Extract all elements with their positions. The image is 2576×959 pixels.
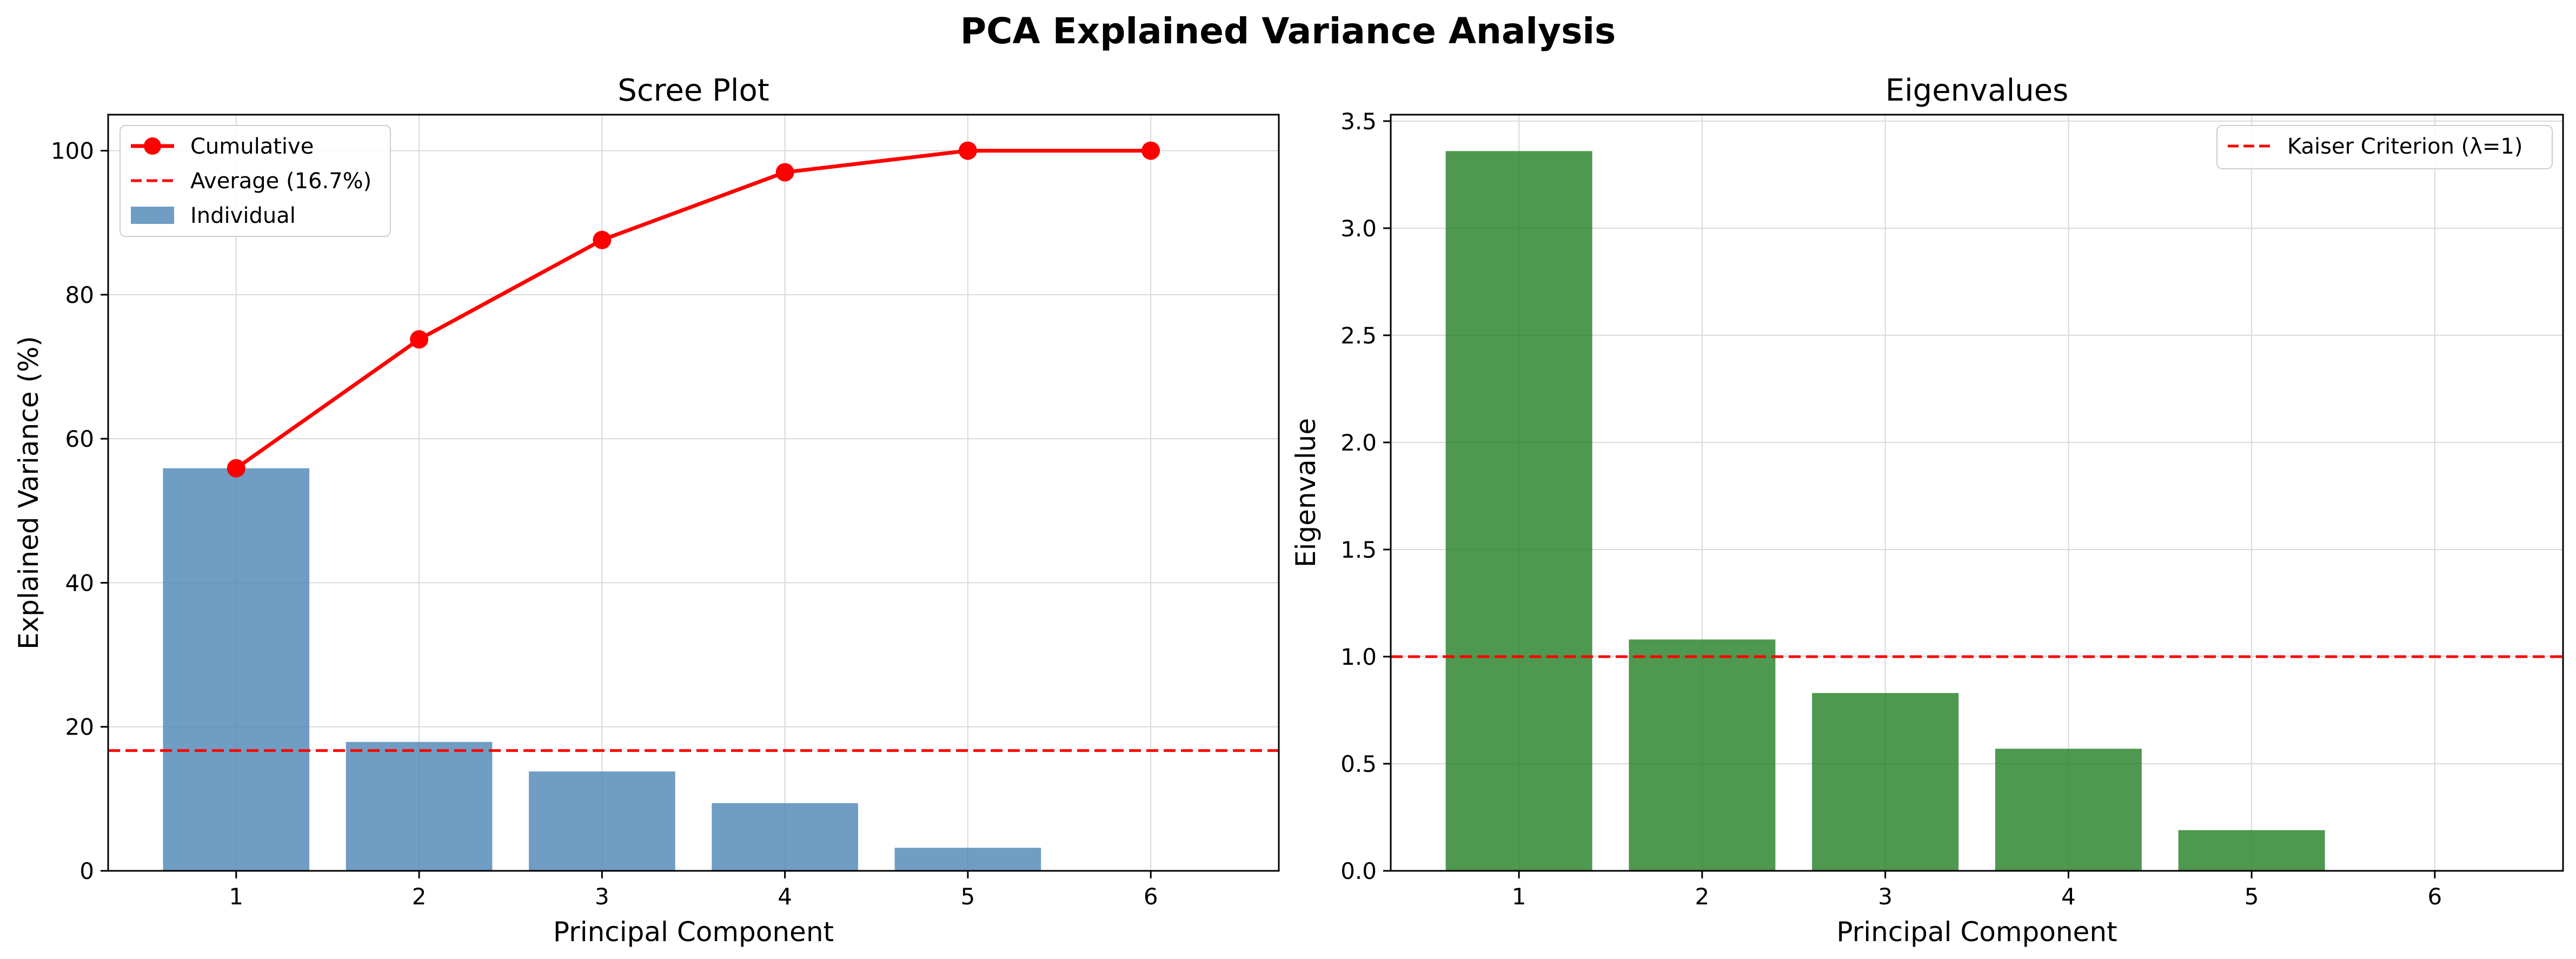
bar bbox=[712, 803, 858, 871]
x-tick-label: 5 bbox=[2245, 883, 2259, 910]
plot-title: Scree Plot bbox=[618, 73, 769, 108]
legend-label: Average (16.7%) bbox=[190, 169, 371, 194]
cumulative-line bbox=[235, 149, 1151, 470]
bar bbox=[1445, 151, 1592, 871]
y-tick-label: 0.0 bbox=[1340, 858, 1377, 884]
bar bbox=[163, 468, 310, 871]
x-tick-label: 3 bbox=[1878, 883, 1893, 910]
legend-box bbox=[2216, 125, 2553, 169]
y-tick-label: 1.5 bbox=[1340, 537, 1377, 563]
x-axis-label: Principal Component bbox=[553, 916, 834, 948]
cumulative-point bbox=[227, 459, 245, 478]
cumulative-point bbox=[958, 141, 977, 160]
legend: Kaiser Criterion (λ=1) bbox=[2216, 125, 2553, 169]
legend-label: Kaiser Criterion (λ=1) bbox=[2287, 134, 2523, 159]
x-tick-label: 1 bbox=[1512, 883, 1526, 910]
axes-frame bbox=[107, 114, 1280, 872]
y-tick-label: 40 bbox=[65, 570, 94, 596]
cumulative-point bbox=[775, 163, 794, 182]
y-tick-label: 2.5 bbox=[1340, 322, 1377, 349]
y-axis-label: Explained Variance (%) bbox=[13, 336, 44, 650]
bar bbox=[1812, 693, 1959, 871]
y-tick-label: 3.5 bbox=[1340, 108, 1377, 135]
x-tick-label: 2 bbox=[412, 883, 427, 910]
cumulative-point bbox=[593, 230, 612, 249]
eigenvalues-panel: 1 2 3 4 5 6 0.0 0.5 1.0 1.5 2.0 2.5 3.0 3.5 Eigenvalue… bbox=[1290, 73, 2564, 948]
y-tick-label: 100 bbox=[51, 138, 94, 164]
bar bbox=[1629, 639, 1776, 871]
x-axis-label: Principal Component bbox=[1836, 916, 2117, 948]
cumulative-point bbox=[410, 330, 429, 349]
x-tick-label: 3 bbox=[595, 883, 609, 910]
bar bbox=[894, 848, 1041, 871]
bar bbox=[2178, 830, 2325, 871]
legend-box bbox=[119, 125, 391, 237]
legend-label: Cumulative bbox=[190, 134, 314, 159]
legend: Cumulative Average (16.7%) Individual bbox=[119, 125, 391, 237]
x-tick-label: 4 bbox=[2061, 883, 2076, 910]
plot-title: Eigenvalues bbox=[1885, 73, 2069, 108]
y-tick-label: 3.0 bbox=[1340, 215, 1377, 242]
bar bbox=[1995, 749, 2142, 871]
y-tick-label: 20 bbox=[65, 714, 94, 740]
axes-frame bbox=[1390, 114, 2564, 872]
cumulative-point bbox=[1141, 141, 1160, 160]
y-tick-label: 1.0 bbox=[1340, 644, 1377, 670]
y-tick-label: 80 bbox=[65, 282, 94, 308]
y-tick-label: 60 bbox=[65, 426, 94, 452]
x-tick-label: 1 bbox=[229, 883, 243, 910]
x-tick-label: 2 bbox=[1695, 883, 1710, 910]
bar bbox=[346, 742, 493, 871]
legend-cumulative-marker bbox=[144, 137, 161, 155]
x-tick-label: 4 bbox=[778, 883, 792, 910]
legend-bar-swatch bbox=[131, 207, 174, 224]
y-axis-label: Eigenvalue bbox=[1290, 418, 1322, 567]
x-tick-label: 6 bbox=[2428, 883, 2442, 910]
y-tick-label: 2.0 bbox=[1340, 429, 1377, 456]
figure-title: PCA Explained Variance Analysis bbox=[960, 10, 1616, 52]
y-tick-label: 0.5 bbox=[1340, 751, 1377, 777]
legend-label: Individual bbox=[190, 203, 296, 228]
y-tick-label: 0 bbox=[79, 858, 94, 884]
x-tick-label: 6 bbox=[1144, 883, 1158, 910]
x-tick-label: 5 bbox=[961, 883, 975, 910]
bar bbox=[529, 771, 675, 871]
